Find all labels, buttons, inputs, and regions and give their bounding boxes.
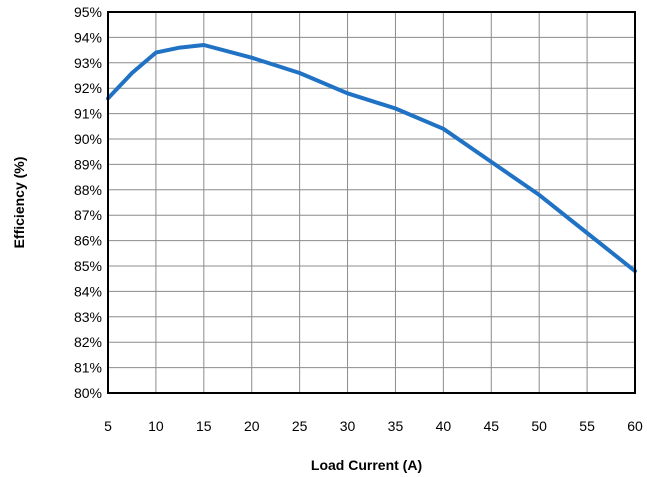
plot-frame [107,11,636,394]
y-tick-label: 85% [74,258,102,274]
x-tick-label: 60 [627,418,643,434]
x-tick-label: 15 [196,418,212,434]
y-tick-label: 82% [74,334,102,350]
x-tick-label: 20 [244,418,260,434]
x-tick-label: 50 [531,418,547,434]
x-tick-label: 55 [579,418,595,434]
y-tick-label: 91% [74,106,102,122]
y-axis-ticks: 80% 81% 82% 83% 84% 85% 86% 87% 88% 89% 90% 91% 92% 9… [74,4,102,401]
x-tick-label: 45 [483,418,499,434]
y-tick-label: 83% [74,309,102,325]
x-axis-ticks: 5 10 15 20 25 30 35 40 45 50 55 60 [104,418,643,434]
y-tick-label: 92% [74,80,102,96]
series-layer [106,43,637,274]
x-tick-label: 30 [340,418,356,434]
y-tick-label: 90% [74,131,102,147]
y-axis-title: Efficiency (%) [11,157,27,249]
grid [107,11,636,394]
y-tick-label: 94% [74,29,102,45]
y-tick-label: 81% [74,360,102,376]
y-tick-label: 88% [74,182,102,198]
series-line-0 [106,43,637,274]
x-tick-label: 5 [104,418,112,434]
y-tick-label: 87% [74,207,102,223]
x-axis-title: Load Current (A) [311,457,422,473]
y-tick-label: 95% [74,4,102,20]
x-tick-label: 10 [148,418,164,434]
x-tick-label: 35 [388,418,404,434]
y-tick-label: 86% [74,233,102,249]
y-tick-label: 80% [74,385,102,401]
y-tick-label: 84% [74,283,102,299]
y-tick-label: 93% [74,55,102,71]
x-tick-label: 40 [436,418,452,434]
y-tick-label: 89% [74,156,102,172]
x-tick-label: 25 [292,418,308,434]
